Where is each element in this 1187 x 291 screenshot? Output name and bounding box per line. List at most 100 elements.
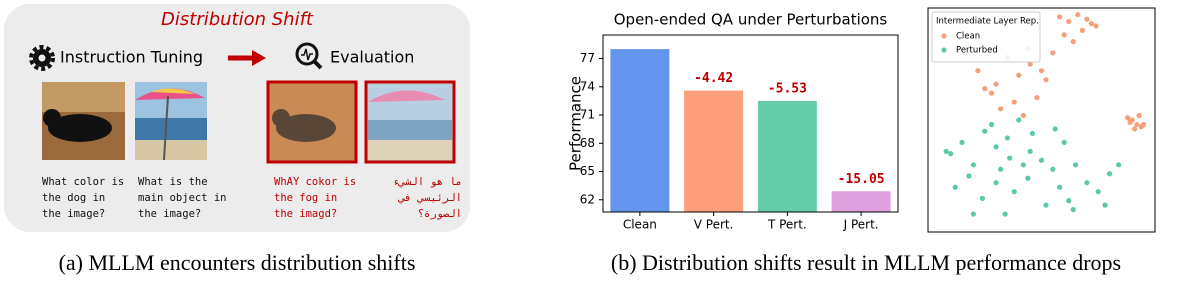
point — [948, 151, 954, 157]
x-tick-label: T Pert. — [767, 218, 807, 232]
bar — [831, 191, 891, 212]
point — [1061, 139, 1067, 145]
point — [982, 128, 988, 134]
point — [982, 86, 988, 92]
question-line: ما هو الشيء — [392, 176, 462, 188]
point — [1029, 130, 1036, 137]
bar — [757, 100, 817, 212]
point — [1141, 121, 1147, 128]
point — [998, 106, 1004, 112]
question-line: the imagd? — [274, 208, 337, 220]
question-line: the fog in — [274, 192, 337, 204]
point — [993, 180, 999, 186]
point — [979, 195, 986, 201]
step-label: Instruction Tuning — [60, 48, 203, 67]
point — [1066, 198, 1072, 204]
annotation: -15.05 — [838, 172, 885, 187]
point — [943, 148, 949, 154]
y-tick-label: 71 — [580, 108, 595, 122]
question-line: the image? — [138, 208, 201, 220]
point — [1002, 211, 1008, 217]
image-dog-perturbed — [266, 80, 358, 164]
point — [1125, 115, 1131, 121]
point — [988, 90, 995, 96]
gear-icon — [29, 45, 55, 71]
legend-marker — [941, 33, 947, 39]
x-tick-label: J Pert. — [843, 218, 879, 232]
question-line: the dog in — [42, 192, 105, 204]
point — [1016, 72, 1022, 78]
legend-label: Perturbed — [956, 46, 998, 56]
step-label: Evaluation — [330, 48, 414, 67]
point — [1027, 61, 1033, 67]
y-axis-label: Performance — [567, 76, 585, 171]
image-beach — [135, 82, 207, 161]
point — [1004, 135, 1011, 141]
point — [1134, 121, 1140, 128]
point — [1020, 162, 1026, 168]
panel-a-background — [4, 4, 470, 232]
question-line: الصورة؟ — [418, 208, 462, 220]
point — [970, 211, 977, 217]
x-tick-label: V Pert. — [694, 218, 734, 232]
legend-marker — [941, 47, 947, 53]
annotation: -5.53 — [768, 81, 807, 96]
caption: (a) MLLM encounters distribution shifts — [59, 250, 416, 275]
point — [1011, 189, 1017, 195]
point — [1093, 23, 1099, 29]
point — [1061, 32, 1067, 38]
point — [1066, 18, 1072, 25]
legend-box — [931, 11, 1041, 63]
point — [1079, 27, 1085, 33]
point — [1007, 155, 1013, 161]
panel-a-title: Distribution Shift — [161, 9, 314, 30]
point — [1016, 117, 1022, 123]
plot-frame — [602, 34, 899, 213]
point — [1116, 162, 1122, 168]
point — [1050, 50, 1056, 56]
question-line: the image? — [42, 208, 105, 220]
point — [1070, 39, 1076, 45]
point — [1136, 112, 1142, 119]
question-line: What is the — [138, 176, 208, 188]
point — [1034, 95, 1040, 101]
point — [1020, 112, 1026, 119]
question-line: main object in — [138, 192, 227, 204]
point — [1095, 189, 1101, 195]
point — [1043, 202, 1049, 208]
point — [1057, 184, 1063, 190]
point — [975, 68, 981, 74]
x-tick-label: Clean — [623, 218, 657, 232]
point — [1107, 171, 1113, 177]
caption: (b) Distribution shifts result in MLLM p… — [611, 250, 1121, 275]
point — [1084, 16, 1090, 22]
question-line: What color is — [42, 176, 124, 188]
y-tick-label: 65 — [580, 164, 595, 178]
image-beach-perturbed — [364, 80, 456, 164]
legend-title: Intermediate Layer Rep. — [936, 17, 1039, 27]
y-tick-label: 77 — [580, 51, 595, 65]
point — [1072, 162, 1079, 168]
point — [1050, 166, 1056, 172]
point — [966, 173, 972, 179]
point — [1025, 175, 1031, 181]
point — [1011, 99, 1017, 105]
point — [1038, 157, 1045, 163]
plot-frame — [927, 7, 1156, 233]
question-line: الرئيسي في — [398, 192, 462, 204]
point — [1102, 202, 1108, 208]
point — [1052, 126, 1058, 132]
point — [1057, 14, 1063, 20]
point — [1131, 126, 1138, 132]
point — [952, 184, 958, 190]
point — [1088, 21, 1095, 27]
annotation: -4.42 — [694, 71, 733, 86]
magnifier-icon — [295, 42, 323, 70]
y-tick-label: 74 — [580, 79, 595, 93]
chart-title: Open-ended QA under Perturbations — [614, 11, 888, 29]
point — [1043, 77, 1049, 83]
bar — [610, 49, 670, 212]
point — [959, 139, 965, 145]
point — [1084, 180, 1090, 186]
point — [1127, 119, 1133, 125]
